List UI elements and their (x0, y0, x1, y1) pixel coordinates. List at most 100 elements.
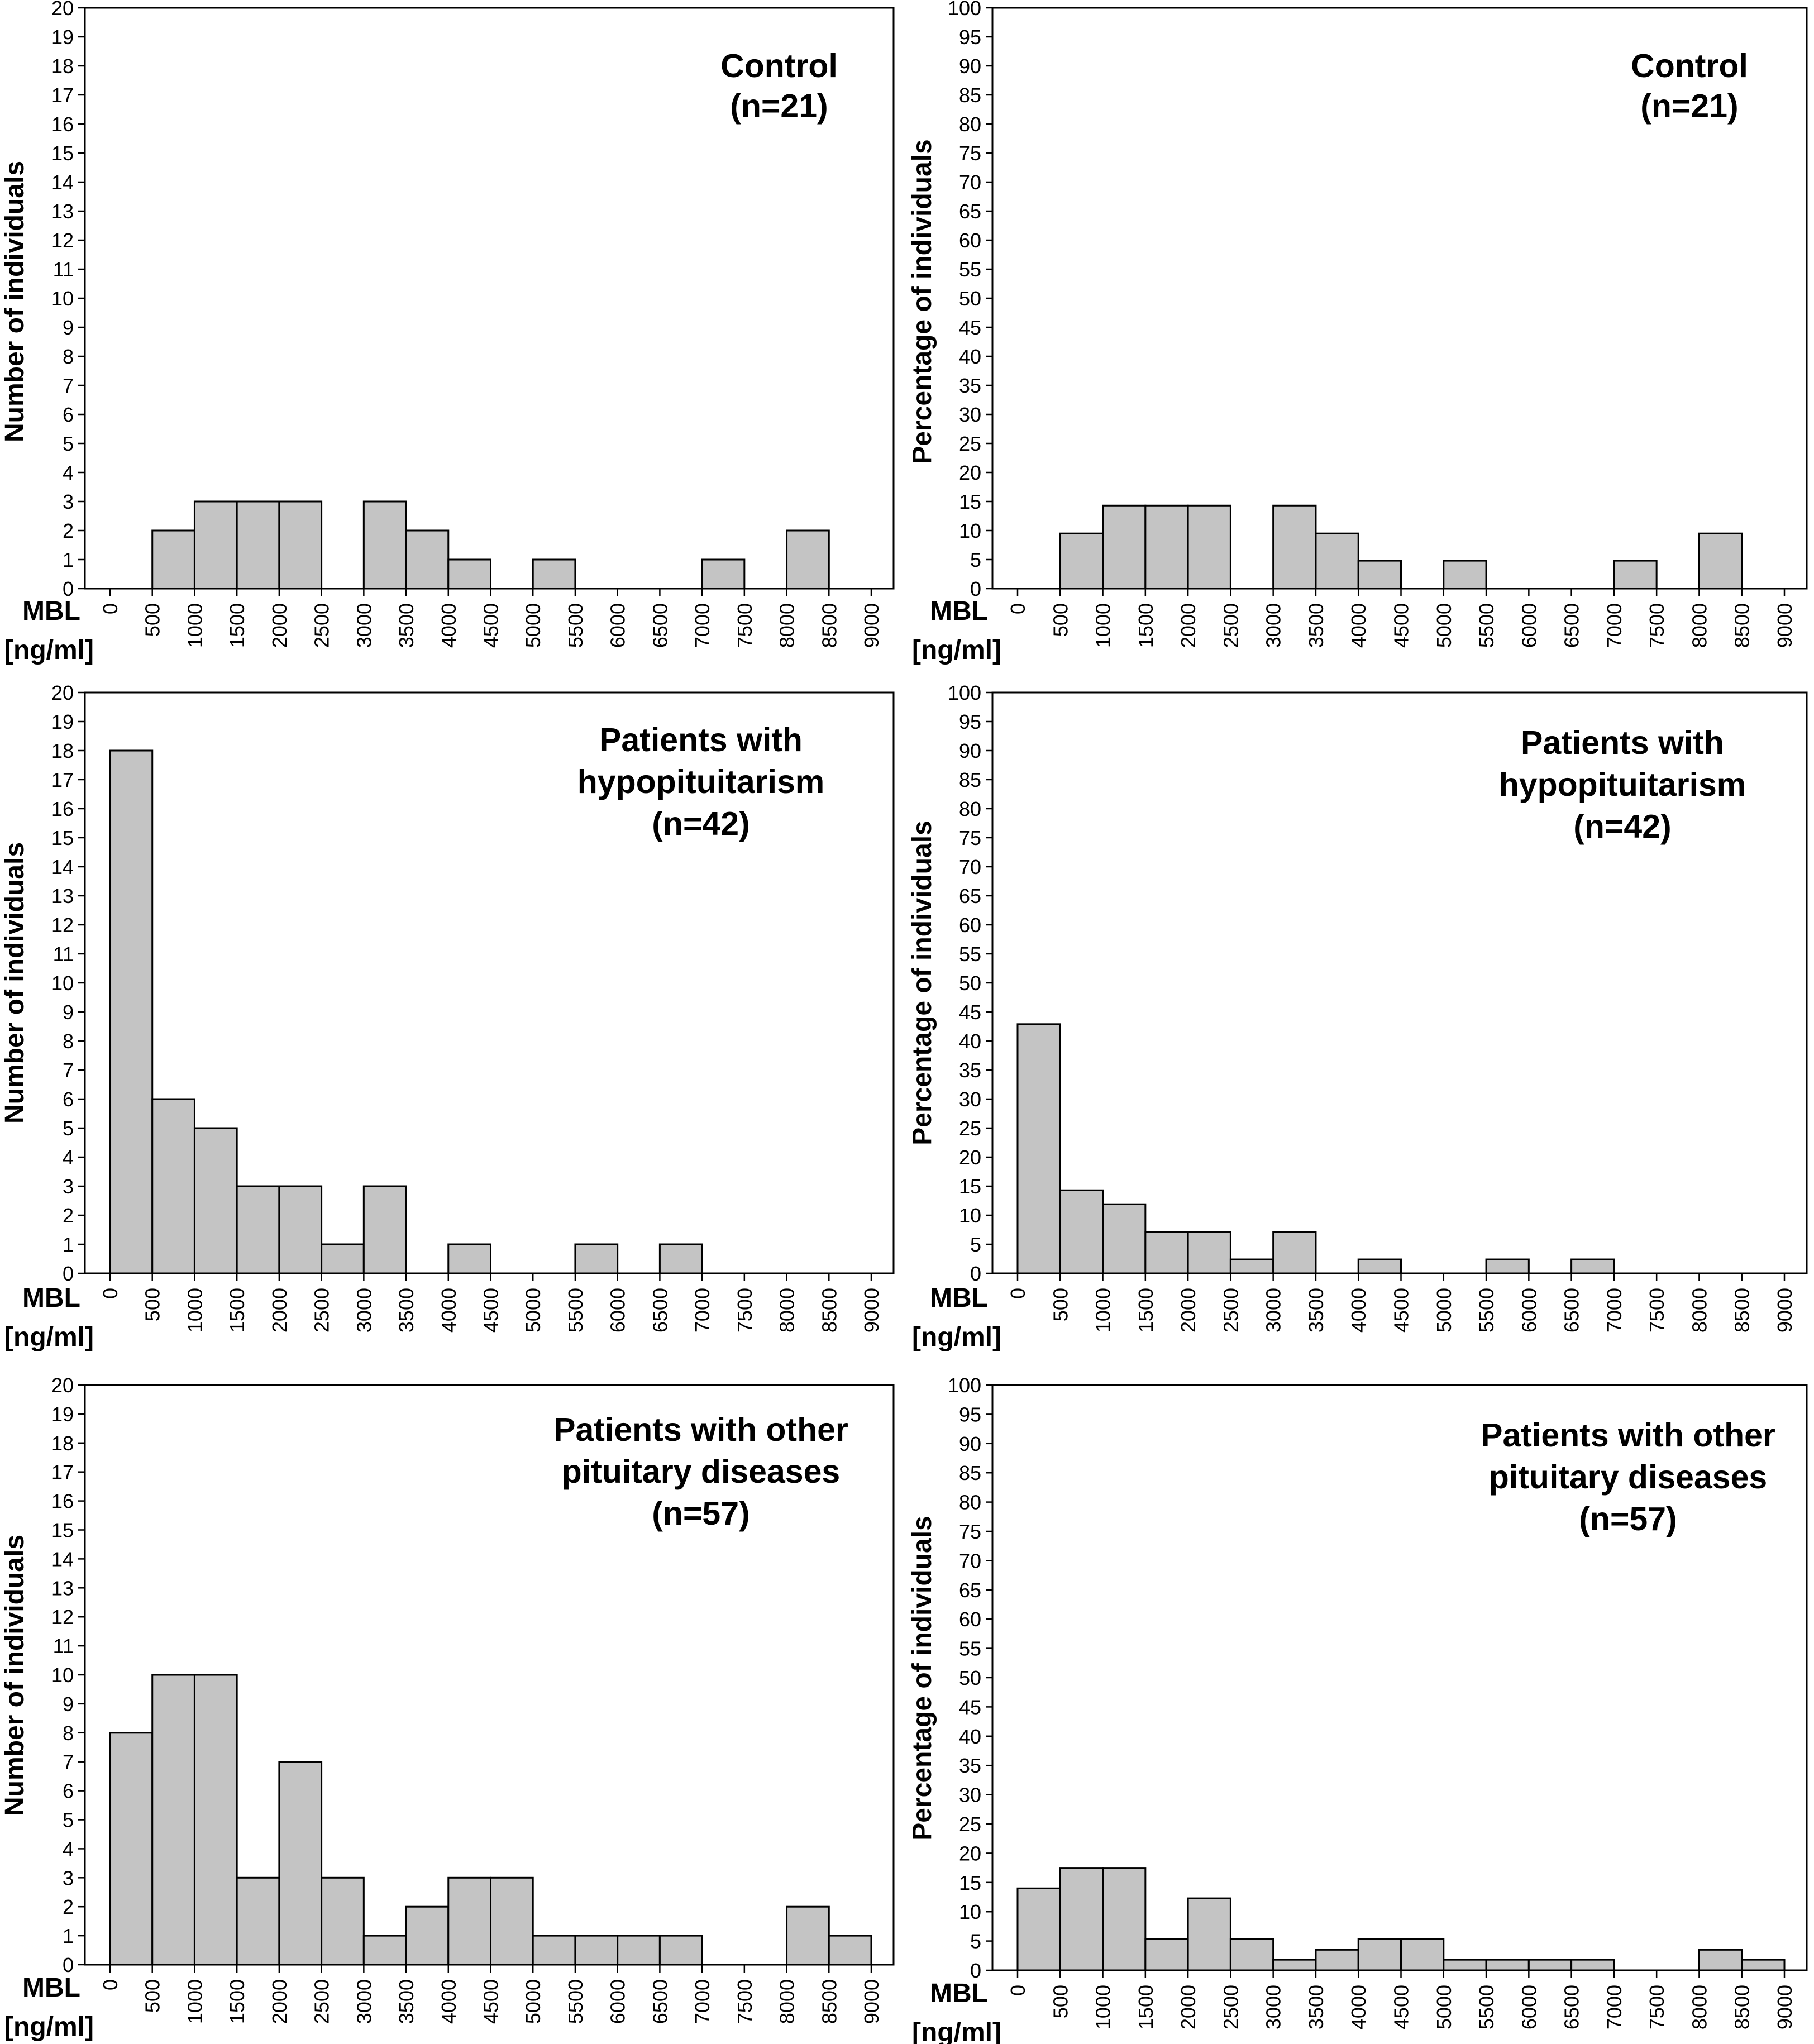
y-tick-label: 90 (959, 739, 981, 762)
x-tick-label: 8500 (818, 603, 841, 648)
x-tick-label: 7500 (1645, 1985, 1668, 2029)
y-tick-label: 16 (51, 113, 74, 136)
x-tick-label: 2500 (311, 1288, 333, 1333)
histogram-bar (658, 1935, 703, 1966)
y-tick-label: 12 (51, 229, 74, 252)
y-tick-label: 18 (51, 55, 74, 78)
x-axis-label-line2: [ng/ml] (912, 636, 1001, 665)
y-tick-label: 3 (63, 1866, 74, 1889)
histogram-bar (1698, 1949, 1743, 1971)
y-tick-label: 25 (959, 1813, 981, 1836)
x-tick-label: 500 (141, 1288, 164, 1321)
histogram-bar (1527, 1959, 1573, 1971)
y-tick-label: 6 (63, 403, 74, 426)
y-tick-label: 30 (959, 403, 981, 426)
histogram-bar (278, 1185, 323, 1274)
x-tick-label: 6500 (648, 1979, 671, 2024)
y-tick-label: 18 (51, 739, 74, 762)
y-tick-label: 1 (63, 1233, 74, 1256)
histogram-bar (447, 1243, 491, 1274)
y-axis-label: Percentage of individuals (908, 820, 937, 1145)
x-tick-label: 3000 (1262, 603, 1285, 648)
x-tick-label: 1500 (1134, 1288, 1157, 1333)
y-tick-label: 60 (959, 229, 981, 252)
histogram-bar (532, 558, 576, 590)
y-tick-label: 70 (959, 1549, 981, 1572)
x-tick-label: 2000 (268, 1979, 291, 2024)
x-tick-label: 8500 (1731, 1288, 1754, 1333)
y-tick-label: 15 (51, 827, 74, 849)
x-tick-label: 3500 (1305, 1288, 1328, 1333)
x-tick-label: 0 (1006, 603, 1029, 614)
x-axis-label-line1: MBL (930, 1283, 988, 1313)
y-tick-label: 14 (51, 171, 74, 194)
x-tick-label: 2000 (1177, 1288, 1200, 1333)
y-tick-label: 55 (959, 258, 981, 281)
x-tick-label: 0 (1006, 1985, 1029, 1996)
y-tick-label: 5 (63, 1809, 74, 1832)
x-tick-label: 5500 (1475, 1985, 1498, 2029)
y-tick-label: 75 (959, 142, 981, 165)
y-tick-label: 55 (959, 1637, 981, 1660)
y-tick-label: 13 (51, 1577, 74, 1599)
y-tick-label: 35 (959, 1754, 981, 1777)
histogram-bar (362, 500, 407, 590)
y-tick-label: 0 (970, 1959, 981, 1982)
histogram-bar (1400, 1938, 1445, 1971)
x-tick-label: 8500 (818, 1288, 841, 1333)
histogram-bar (1357, 560, 1402, 590)
histogram-bar (1570, 1258, 1615, 1274)
x-tick-label: 8000 (1688, 1288, 1711, 1333)
histogram-bar (574, 1935, 619, 1966)
x-tick-label: 0 (99, 603, 122, 614)
x-tick-label: 6000 (1517, 1288, 1540, 1333)
x-tick-label: 8000 (1688, 603, 1711, 648)
histogram-bar (1613, 560, 1658, 590)
group-annotation-line: Patients with other (553, 1411, 848, 1448)
x-tick-label: 7000 (691, 1288, 714, 1333)
histogram-bar (109, 1732, 154, 1966)
y-tick-label: 100 (948, 1374, 981, 1397)
y-tick-label: 2 (63, 1204, 74, 1227)
group-annotation-line: (n=21) (1640, 88, 1738, 125)
x-tick-label: 3500 (395, 1979, 418, 2024)
y-tick-label: 10 (51, 972, 74, 995)
histogram-bar (109, 749, 154, 1274)
x-tick-label: 500 (1049, 1985, 1072, 2018)
y-tick-label: 75 (959, 827, 981, 849)
x-tick-label: 500 (141, 1979, 164, 2013)
x-tick-label: 4500 (480, 603, 503, 648)
y-tick-label: 25 (959, 1117, 981, 1140)
y-tick-label: 35 (959, 1059, 981, 1082)
y-tick-label: 15 (51, 1519, 74, 1542)
x-tick-label: 4000 (437, 603, 460, 648)
y-tick-label: 5 (970, 548, 981, 571)
y-tick-label: 13 (51, 885, 74, 908)
x-tick-label: 7000 (1603, 603, 1626, 648)
y-tick-label: 70 (959, 171, 981, 194)
x-tick-label: 5000 (1433, 603, 1455, 648)
group-annotation-line: pituitary diseases (562, 1453, 840, 1490)
x-tick-label: 1500 (1134, 603, 1157, 648)
group-annotation-line: Control (1631, 47, 1748, 84)
histogram-bar (1016, 1887, 1061, 1971)
x-tick-label: 500 (1049, 603, 1072, 637)
histogram-bar (532, 1935, 576, 1966)
histogram-bar (1485, 1959, 1530, 1971)
group-annotation-line: (n=42) (652, 805, 750, 842)
x-tick-label: 3500 (395, 1288, 418, 1333)
histogram-bar (1698, 532, 1743, 590)
y-tick-label: 16 (51, 1490, 74, 1513)
y-tick-label: 7 (63, 1059, 74, 1082)
histogram-bar (236, 500, 280, 590)
x-tick-label: 9000 (860, 603, 883, 648)
histogram-bar (447, 558, 491, 590)
x-tick-label: 8500 (818, 1979, 841, 2024)
x-tick-label: 8000 (776, 603, 799, 648)
y-tick-label: 1 (63, 1924, 74, 1947)
y-tick-label: 85 (959, 1462, 981, 1484)
y-tick-label: 14 (51, 856, 74, 878)
histogram-bar (1485, 1258, 1530, 1274)
y-tick-label: 100 (948, 0, 981, 20)
